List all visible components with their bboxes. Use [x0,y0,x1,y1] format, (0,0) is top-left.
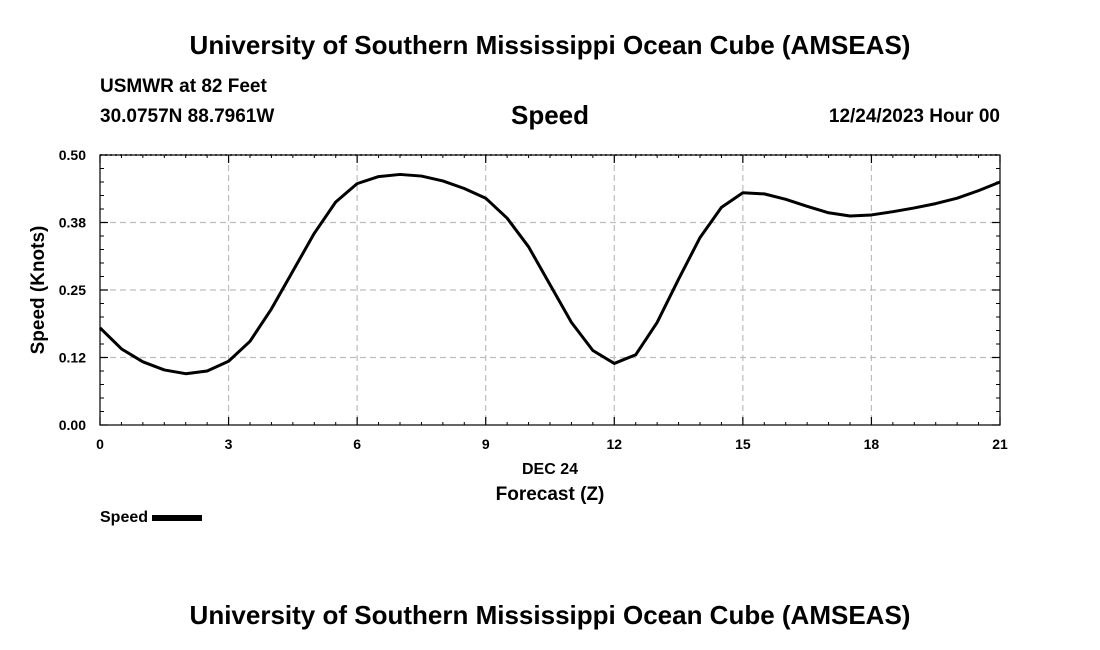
y-axis-label: Speed (Knots) [28,226,49,355]
y-tick-label: 0.50 [59,147,86,163]
x-axis-label: Forecast (Z) [496,484,605,505]
axis-ticks [99,154,1001,426]
y-tick-label: 0.12 [59,350,86,366]
legend-line-swatch [152,514,203,521]
legend: Speed [100,509,203,527]
x-tick-label: 0 [96,436,104,452]
legend-label: Speed [100,509,149,526]
variable-title: Speed [510,100,590,130]
axis-tick-labels: 0 3 6 9 12 15 18 21 0.00 0.12 0.25 0.38 0.50 [59,147,1008,452]
x-tick-label: 21 [992,436,1008,452]
x-tick-label: 9 [482,436,490,452]
station-label: USMWR at 82 Feet [100,76,267,97]
speed-series-line [98,172,1001,376]
coordinates-label: 30.0757N 88.7961W [100,106,275,127]
chart-title-top: University of Southern Mississippi Ocean… [189,30,911,60]
datetime-label: 12/24/2023 Hour 00 [828,106,1000,127]
y-tick-label: 0.38 [59,215,86,231]
x-tick-label: 12 [606,436,622,452]
grid-lines [100,154,1000,425]
x-axis-date-label: DEC 24 [522,461,578,478]
y-tick-label: 0.25 [59,282,86,298]
x-tick-label: 3 [225,436,233,452]
x-tick-label: 18 [864,436,880,452]
x-tick-label: 6 [353,436,361,452]
x-tick-label: 15 [735,436,751,452]
chart-title-bottom: University of Southern Mississippi Ocean… [189,600,911,630]
y-tick-label: 0.00 [59,417,86,433]
